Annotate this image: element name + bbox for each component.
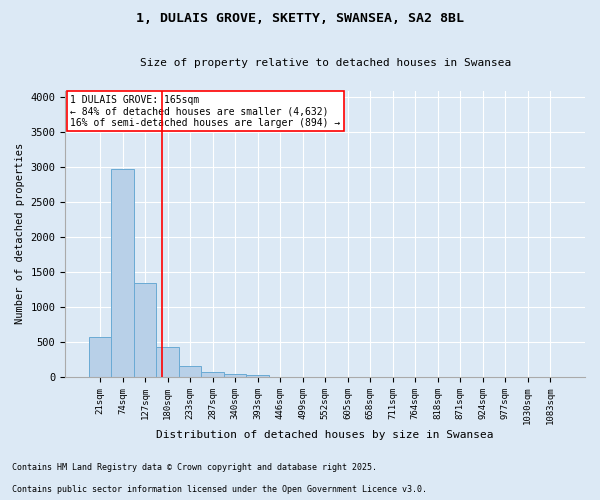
Bar — [157, 347, 179, 377]
Text: Contains HM Land Registry data © Crown copyright and database right 2025.: Contains HM Land Registry data © Crown c… — [12, 464, 377, 472]
Text: 1, DULAIS GROVE, SKETTY, SWANSEA, SA2 8BL: 1, DULAIS GROVE, SKETTY, SWANSEA, SA2 8B… — [136, 12, 464, 26]
Text: 1 DULAIS GROVE: 165sqm
← 84% of detached houses are smaller (4,632)
16% of semi-: 1 DULAIS GROVE: 165sqm ← 84% of detached… — [70, 95, 341, 128]
Bar — [202, 372, 224, 377]
Text: Contains public sector information licensed under the Open Government Licence v3: Contains public sector information licen… — [12, 484, 427, 494]
Y-axis label: Number of detached properties: Number of detached properties — [15, 143, 25, 324]
Bar — [112, 170, 134, 377]
Bar — [247, 374, 269, 377]
Bar — [89, 336, 112, 377]
Title: Size of property relative to detached houses in Swansea: Size of property relative to detached ho… — [140, 58, 511, 68]
Bar — [134, 284, 157, 377]
X-axis label: Distribution of detached houses by size in Swansea: Distribution of detached houses by size … — [157, 430, 494, 440]
Bar — [224, 374, 247, 377]
Bar — [179, 366, 202, 377]
